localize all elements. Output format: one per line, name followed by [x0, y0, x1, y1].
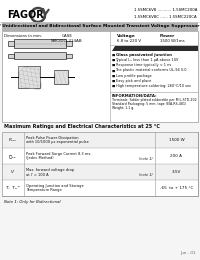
Text: 1.5SMC6V8C ...... 1.5SMC220CA: 1.5SMC6V8C ...... 1.5SMC220CA [134, 15, 197, 19]
Text: FAGOR: FAGOR [7, 10, 44, 20]
Text: Peak Pulse Power Dissipation: Peak Pulse Power Dissipation [26, 135, 78, 140]
Text: High temperature soldering: 260°C/10 sec: High temperature soldering: 260°C/10 sec [116, 84, 191, 88]
Text: The plastic material conforms UL-94 V-0: The plastic material conforms UL-94 V-0 [116, 68, 187, 72]
Bar [2, 22, 198, 31]
Text: Glass passivated junction: Glass passivated junction [116, 53, 171, 57]
Text: (note 1): (note 1) [139, 172, 153, 177]
Bar [8, 41, 14, 46]
Bar [2, 132, 198, 196]
Text: Response time typically < 1 ns: Response time typically < 1 ns [116, 63, 171, 67]
Text: Voltage: Voltage [117, 34, 136, 38]
Text: Max. forward voltage drop: Max. forward voltage drop [26, 167, 74, 172]
Text: Temperature Range: Temperature Range [26, 188, 62, 192]
Text: Maximum Ratings and Electrical Characteristics at 25 °C: Maximum Ratings and Electrical Character… [4, 124, 160, 129]
Text: 1500 W/1ms: 1500 W/1ms [160, 39, 185, 43]
Text: at Iⁱ = 100 A: at Iⁱ = 100 A [26, 172, 49, 177]
Text: Vⁱ: Vⁱ [11, 170, 15, 174]
Text: Peak Forward Surge Current 8.3 ms.: Peak Forward Surge Current 8.3 ms. [26, 152, 91, 155]
Text: Jun - 01: Jun - 01 [180, 251, 196, 255]
Bar [8, 54, 14, 57]
Bar [2, 180, 198, 196]
Text: 6.8 to 220 V: 6.8 to 220 V [117, 39, 141, 43]
Text: Terminals: Solder plated solderable per MIL-STD-202: Terminals: Solder plated solderable per … [112, 98, 197, 102]
Text: ■: ■ [112, 79, 115, 83]
Bar [66, 41, 72, 46]
Text: Tⱼ  Tₛₜᴳ: Tⱼ Tₛₜᴳ [6, 186, 20, 190]
Text: ■: ■ [112, 53, 115, 57]
Text: with 10/1000 μs exponential pulse: with 10/1000 μs exponential pulse [26, 140, 89, 145]
Text: ■: ■ [112, 58, 115, 62]
Text: CASE
SMC/DO-214AB: CASE SMC/DO-214AB [51, 34, 83, 43]
Text: 3.5V: 3.5V [172, 170, 181, 174]
Bar [2, 148, 198, 164]
Bar [54, 70, 68, 84]
Text: Note 1: Only for Bidirectional: Note 1: Only for Bidirectional [4, 200, 61, 204]
Bar [14, 52, 66, 59]
Text: 200 A: 200 A [170, 154, 182, 158]
Text: -65  to + 175 °C: -65 to + 175 °C [160, 186, 193, 190]
Text: Typical I₂ₙ less than 1 μA above 10V: Typical I₂ₙ less than 1 μA above 10V [116, 58, 179, 62]
Bar [2, 132, 198, 196]
Bar [14, 39, 66, 48]
Bar [0, 0, 200, 28]
Bar [66, 54, 72, 57]
Text: Low profile package: Low profile package [116, 74, 151, 77]
Text: 1.5SMC6V8 ........... 1.5SMC200A: 1.5SMC6V8 ........... 1.5SMC200A [134, 8, 197, 12]
Text: ■: ■ [112, 63, 115, 67]
Text: Pₚₚₖ: Pₚₚₖ [9, 138, 17, 142]
Text: 1500 W Unidirectional and Bidirectional Surface Mounted Transient Voltage Suppre: 1500 W Unidirectional and Bidirectional … [0, 24, 200, 29]
Bar [2, 31, 198, 122]
Text: INFORMATION/DATA:: INFORMATION/DATA: [112, 94, 158, 98]
Text: Weight: 1.1 g.: Weight: 1.1 g. [112, 106, 134, 110]
Text: 1500 W: 1500 W [169, 138, 184, 142]
Text: ■: ■ [112, 74, 115, 77]
Bar [18, 66, 40, 88]
Bar [2, 164, 198, 180]
Polygon shape [112, 46, 198, 51]
Text: (note 1): (note 1) [139, 157, 153, 160]
Text: Operating Junction and Storage: Operating Junction and Storage [26, 184, 84, 187]
Text: (Jedec Method): (Jedec Method) [26, 157, 54, 160]
Text: I₟ₚₚ: I₟ₚₚ [9, 154, 17, 158]
Text: Power: Power [160, 34, 175, 38]
Text: Easy pick and place: Easy pick and place [116, 79, 151, 83]
Bar [2, 132, 198, 148]
Text: ■: ■ [112, 68, 115, 72]
Text: Standard Packaging: 5 mm. tape (EIA-RS-481): Standard Packaging: 5 mm. tape (EIA-RS-4… [112, 102, 186, 106]
Text: ■: ■ [112, 84, 115, 88]
Text: Dimensions in mm.: Dimensions in mm. [4, 34, 42, 38]
